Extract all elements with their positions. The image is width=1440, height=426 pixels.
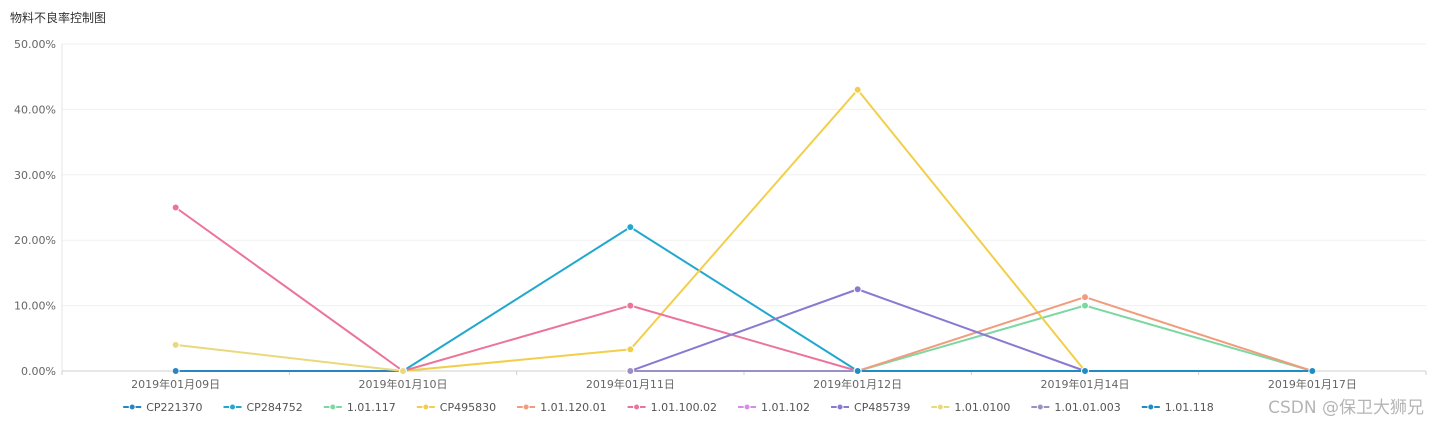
- legend-label: CP284752: [247, 401, 303, 414]
- series-1.01.0100: [171, 340, 407, 375]
- legend-marker: [936, 403, 944, 411]
- data-point[interactable]: [626, 345, 635, 354]
- legend-label: 1.01.0100: [954, 401, 1010, 414]
- legend-marker: [229, 403, 237, 411]
- legend-item[interactable]: 1.01.01.003: [1031, 401, 1121, 414]
- y-tick-label: 50.00%: [14, 38, 56, 51]
- legend-item[interactable]: 1.01.120.01: [517, 401, 607, 414]
- legend-item[interactable]: 1.01.102: [738, 401, 810, 414]
- legend-marker: [128, 403, 136, 411]
- legend-item[interactable]: 1.01.0100: [931, 401, 1010, 414]
- data-point[interactable]: [626, 301, 635, 310]
- data-point[interactable]: [1081, 293, 1089, 302]
- series-CP495830: [399, 85, 1089, 375]
- data-point[interactable]: [171, 203, 180, 212]
- series-line: [175, 206, 858, 372]
- series-line: [175, 343, 404, 372]
- chart-title: 物料不良率控制图: [10, 11, 107, 25]
- x-tick-label: 2019年01月10日: [359, 377, 448, 391]
- series-line: [402, 88, 1086, 372]
- series-CP485739: [626, 285, 1089, 375]
- x-tick-label: 2019年01月09日: [131, 377, 220, 391]
- legend-item[interactable]: CP221370: [123, 401, 203, 414]
- data-point[interactable]: [1081, 367, 1089, 375]
- data-point[interactable]: [626, 223, 635, 232]
- data-point[interactable]: [853, 285, 862, 294]
- legend-marker: [329, 403, 337, 411]
- watermark: CSDN @保卫大狮兄: [1268, 398, 1424, 418]
- legend-item[interactable]: CP495830: [416, 401, 496, 414]
- legend[interactable]: CP221370 CP284752 1.01.117 CP495830 1.01.120…: [123, 401, 1214, 414]
- grid-lines: [62, 43, 1426, 307]
- series-line: [629, 288, 1086, 372]
- x-tick-label: 2019年01月11日: [586, 377, 675, 391]
- y-tick-label: 40.00%: [14, 103, 56, 116]
- legend-item[interactable]: 1.01.118: [1141, 401, 1214, 414]
- legend-item[interactable]: CP284752: [223, 401, 303, 414]
- y-tick-label: 10.00%: [14, 300, 56, 313]
- legend-item[interactable]: 1.01.100.02: [627, 401, 717, 414]
- data-point[interactable]: [399, 367, 407, 375]
- legend-label: CP495830: [440, 401, 496, 414]
- legend-marker: [522, 403, 530, 411]
- legend-label: CP221370: [146, 401, 202, 414]
- legend-item[interactable]: 1.01.117: [323, 401, 396, 414]
- data-point[interactable]: [171, 367, 180, 375]
- data-point[interactable]: [1308, 367, 1317, 375]
- data-point[interactable]: [626, 367, 635, 375]
- legend-label: 1.01.117: [347, 401, 396, 414]
- x-tick-label: 2019年01月17日: [1268, 377, 1357, 391]
- legend-marker: [1147, 403, 1155, 411]
- y-tick-label: 20.00%: [14, 234, 56, 247]
- legend-marker: [1036, 403, 1044, 411]
- x-tick-label: 2019年01月14日: [1041, 377, 1130, 391]
- data-point[interactable]: [171, 340, 180, 349]
- legend-label: CP485739: [854, 401, 910, 414]
- legend-label: 1.01.102: [761, 401, 810, 414]
- legend-label: 1.01.100.02: [651, 401, 717, 414]
- series-1.01.118: [853, 367, 1317, 375]
- series-1.01.100.02: [171, 203, 862, 375]
- series-lines: [171, 85, 1317, 375]
- data-point[interactable]: [853, 367, 862, 375]
- legend-label: 1.01.118: [1165, 401, 1214, 414]
- legend-label: 1.01.01.003: [1054, 401, 1120, 414]
- legend-marker: [836, 403, 844, 411]
- y-tick-label: 30.00%: [14, 169, 56, 182]
- data-point[interactable]: [853, 85, 862, 94]
- series-line: [857, 304, 1313, 372]
- x-tick-label: 2019年01月12日: [813, 377, 902, 391]
- legend-item[interactable]: CP485739: [831, 401, 910, 414]
- legend-marker: [422, 403, 430, 411]
- legend-label: 1.01.120.01: [540, 401, 606, 414]
- data-point[interactable]: [1081, 301, 1089, 310]
- legend-marker: [743, 403, 751, 411]
- legend-marker: [633, 403, 641, 411]
- y-tick-label: 0.00%: [21, 365, 56, 378]
